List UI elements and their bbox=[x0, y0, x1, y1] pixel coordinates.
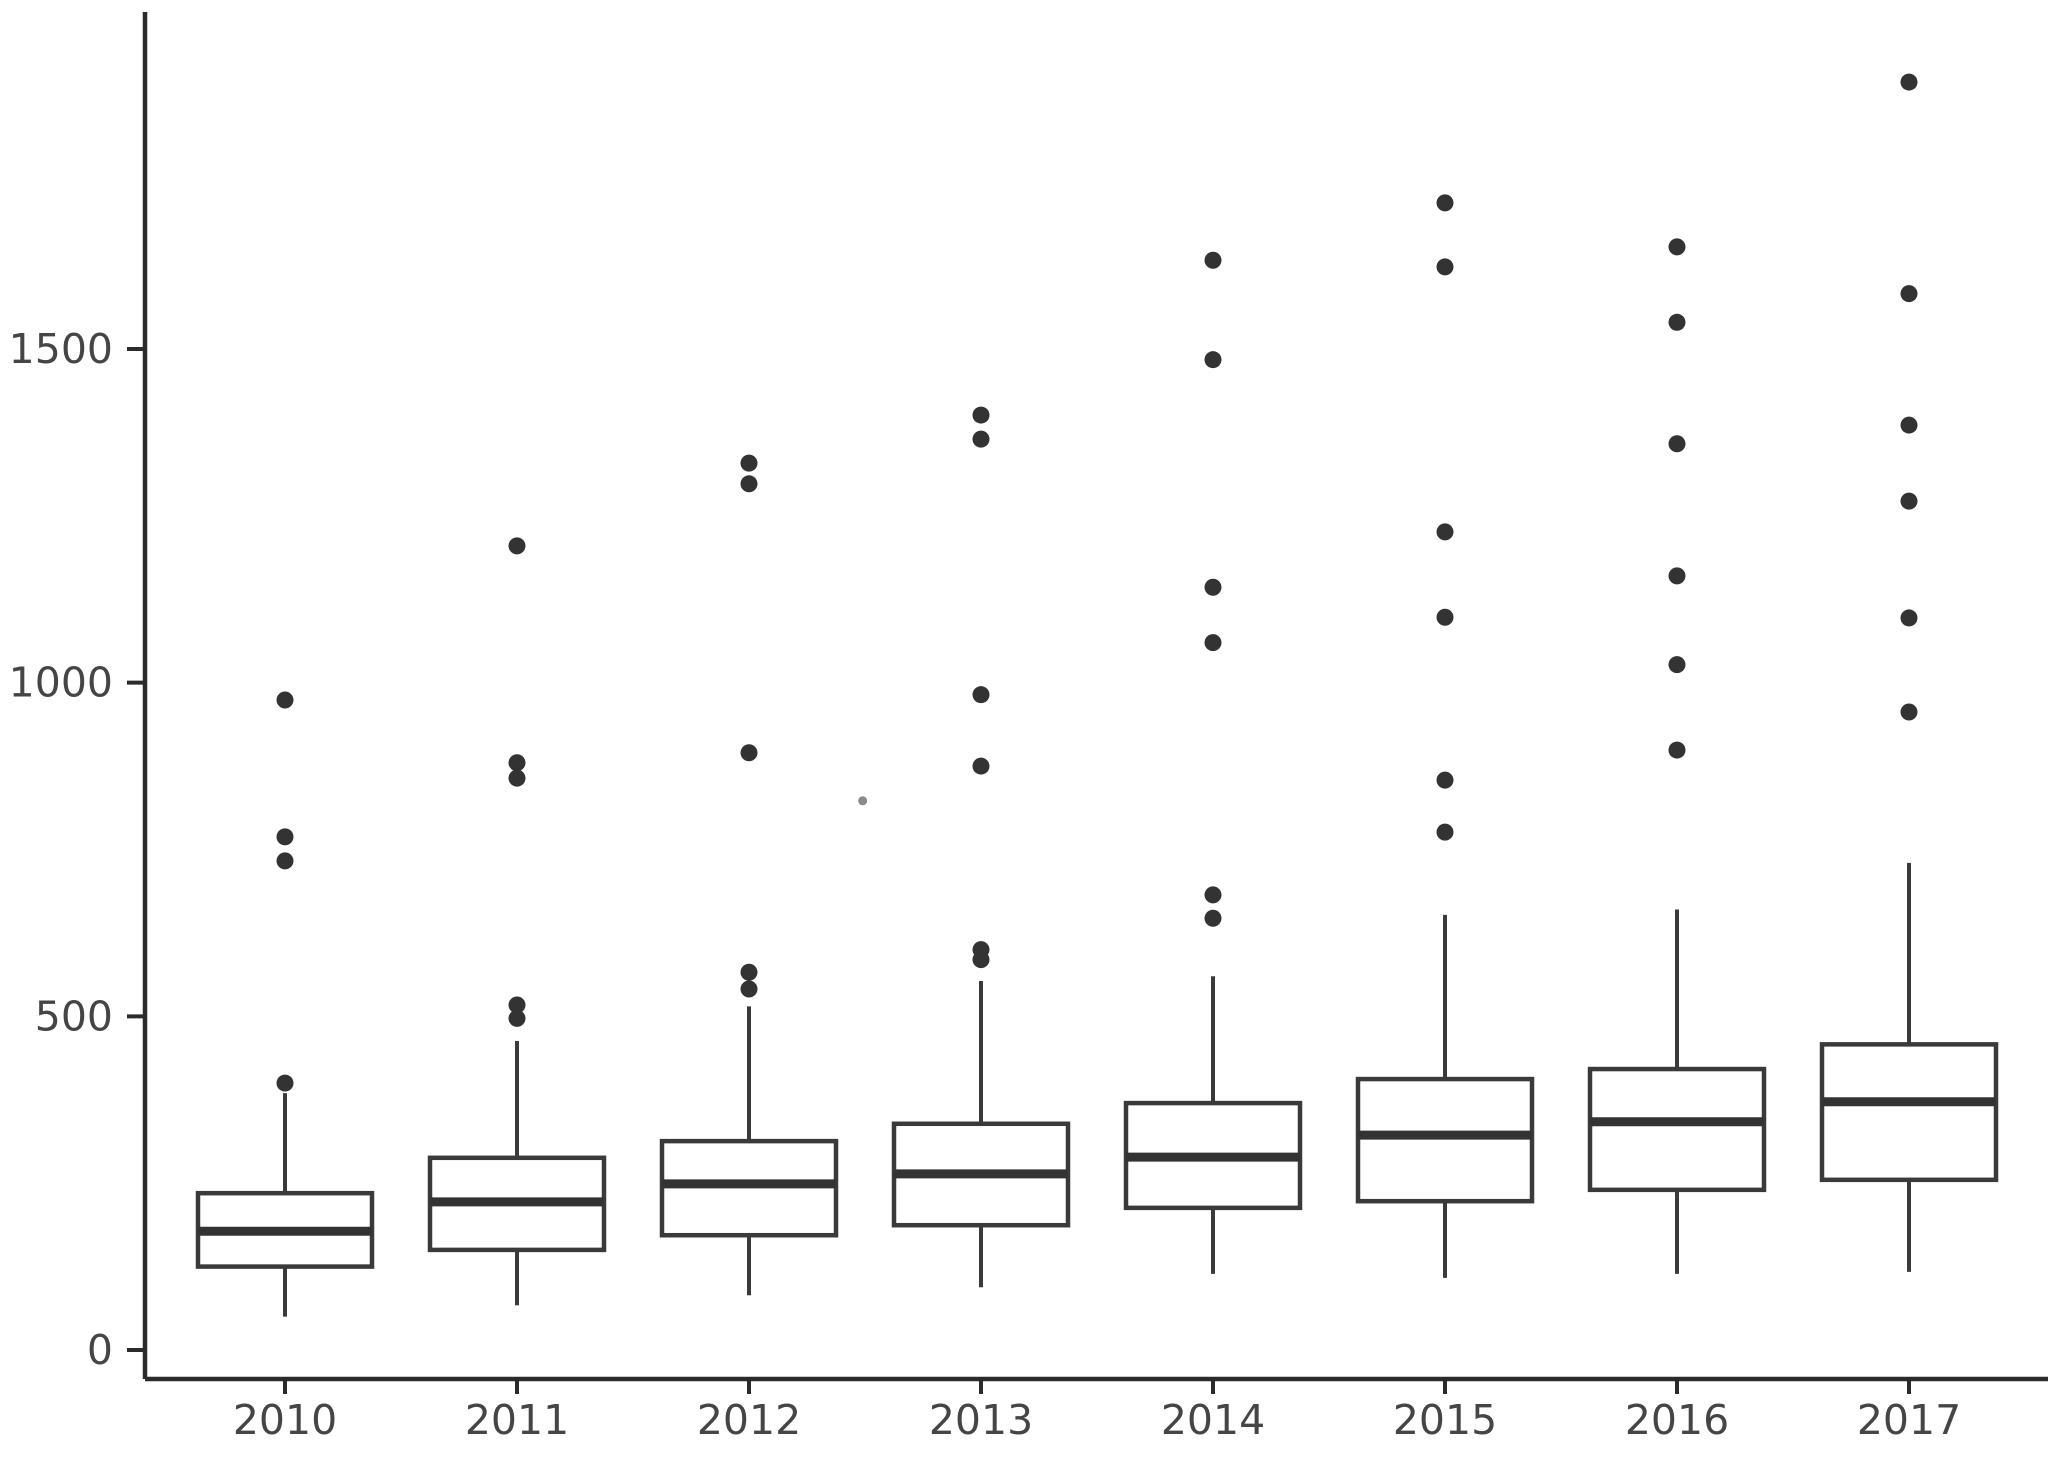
outlier-point bbox=[1668, 435, 1686, 453]
outlier-point bbox=[508, 996, 526, 1014]
x-tick-label: 2016 bbox=[1625, 1396, 1729, 1444]
outlier-point bbox=[1900, 285, 1918, 303]
outlier-point bbox=[740, 454, 758, 472]
outlier-point bbox=[1900, 703, 1918, 721]
outlier-point bbox=[740, 475, 758, 493]
outlier-point bbox=[1204, 909, 1222, 927]
outlier-point bbox=[508, 769, 526, 787]
outlier-point bbox=[508, 537, 526, 555]
outlier-point bbox=[1204, 578, 1222, 596]
outlier-point bbox=[1668, 741, 1686, 759]
boxplot-2011 bbox=[427, 537, 607, 1306]
y-tick-label: 0 bbox=[87, 1326, 113, 1374]
box-rect bbox=[1587, 1066, 1767, 1193]
outlier-point bbox=[1668, 238, 1686, 256]
boxplot-2013 bbox=[891, 406, 1071, 1288]
outlier-point bbox=[276, 691, 294, 709]
outlier-point bbox=[972, 430, 990, 448]
outlier-point bbox=[1900, 73, 1918, 91]
x-tick-label: 2013 bbox=[929, 1396, 1033, 1444]
outlier-point bbox=[1436, 771, 1454, 789]
box-rect bbox=[1355, 1076, 1535, 1204]
outlier-point bbox=[972, 686, 990, 704]
outlier-point bbox=[1436, 823, 1454, 841]
x-tick-label: 2014 bbox=[1161, 1396, 1265, 1444]
boxplot-2017 bbox=[1819, 73, 1999, 1272]
outlier-point bbox=[1436, 194, 1454, 212]
outlier-point bbox=[508, 1009, 526, 1027]
outlier-point bbox=[1900, 492, 1918, 510]
outlier-point bbox=[276, 828, 294, 846]
outlier-point bbox=[1204, 886, 1222, 904]
stray-dot bbox=[858, 796, 868, 806]
box-rect bbox=[1819, 1042, 1999, 1183]
boxplot-2015 bbox=[1355, 194, 1535, 1278]
outlier-point bbox=[1204, 251, 1222, 269]
outlier-point bbox=[276, 852, 294, 870]
outlier-point bbox=[1204, 634, 1222, 652]
outlier-point bbox=[1668, 313, 1686, 331]
outlier-point bbox=[972, 941, 990, 959]
outlier-point bbox=[1436, 608, 1454, 626]
x-tick-label: 2011 bbox=[465, 1396, 569, 1444]
x-tick-label: 2010 bbox=[233, 1396, 337, 1444]
outlier-point bbox=[1900, 609, 1918, 627]
y-tick-label: 1500 bbox=[9, 325, 113, 373]
outlier-point bbox=[1204, 351, 1222, 369]
x-tick-label: 2012 bbox=[697, 1396, 801, 1444]
boxplot-2010 bbox=[195, 691, 375, 1317]
x-tick-label: 2017 bbox=[1857, 1396, 1961, 1444]
boxplot-2014 bbox=[1123, 251, 1303, 1274]
outlier-point bbox=[740, 980, 758, 998]
outlier-point bbox=[276, 1074, 294, 1092]
outlier-point bbox=[1668, 656, 1686, 674]
outlier-point bbox=[972, 757, 990, 775]
outlier-point bbox=[740, 963, 758, 981]
x-tick-label: 2015 bbox=[1393, 1396, 1497, 1444]
outlier-point bbox=[1436, 258, 1454, 276]
y-tick-label: 500 bbox=[35, 992, 113, 1040]
outlier-point bbox=[508, 754, 526, 772]
boxplot-2012 bbox=[659, 454, 839, 1296]
outlier-point bbox=[1436, 523, 1454, 541]
outlier-point bbox=[1900, 416, 1918, 434]
outlier-point bbox=[740, 744, 758, 762]
y-tick-label: 1000 bbox=[9, 659, 113, 707]
outlier-point bbox=[1668, 567, 1686, 585]
boxplot-2016 bbox=[1587, 238, 1767, 1274]
outlier-point bbox=[972, 406, 990, 424]
